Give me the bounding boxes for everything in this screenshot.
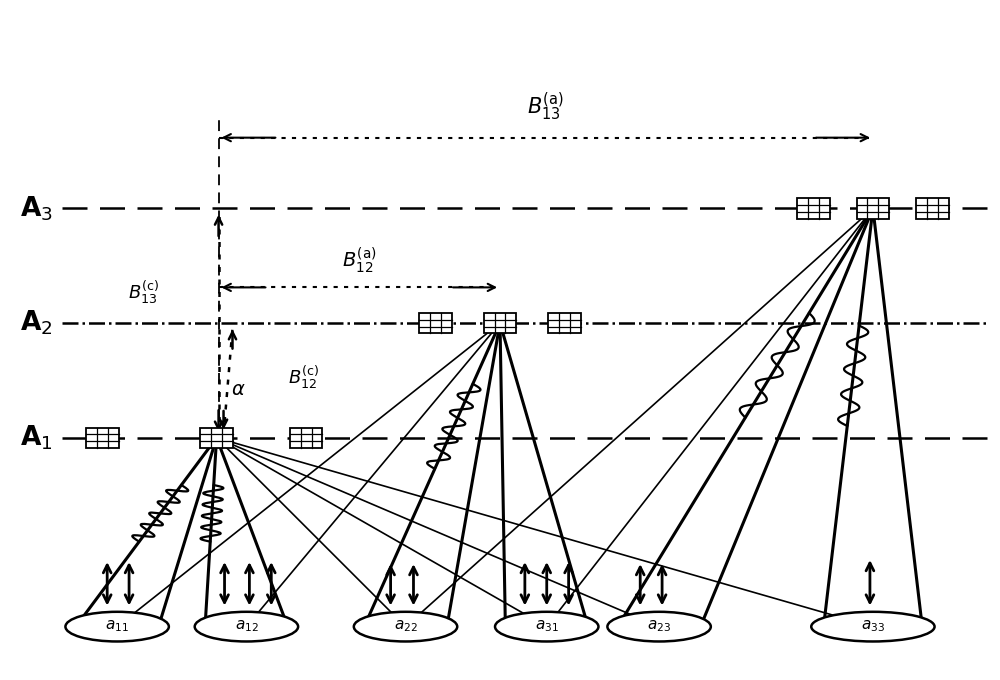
- Text: $B_{12}^{(\rm a)}$: $B_{12}^{(\rm a)}$: [342, 245, 377, 275]
- Text: $a_{12}$: $a_{12}$: [235, 619, 258, 634]
- Bar: [857, 199, 889, 218]
- Bar: [797, 199, 830, 218]
- Text: $\mathbf{A}_3$: $\mathbf{A}_3$: [20, 194, 53, 223]
- Ellipse shape: [195, 612, 298, 641]
- Ellipse shape: [495, 612, 598, 641]
- Text: $a_{23}$: $a_{23}$: [647, 619, 671, 634]
- Bar: [484, 313, 516, 333]
- Ellipse shape: [607, 612, 711, 641]
- Bar: [290, 428, 322, 448]
- Text: $\mathbf{A}_2$: $\mathbf{A}_2$: [20, 309, 53, 337]
- Ellipse shape: [65, 612, 169, 641]
- Text: $a_{31}$: $a_{31}$: [535, 619, 559, 634]
- Bar: [916, 199, 949, 218]
- Text: $a_{11}$: $a_{11}$: [105, 619, 129, 634]
- Ellipse shape: [811, 612, 935, 641]
- Ellipse shape: [354, 612, 457, 641]
- Text: $\mathbf{A}_1$: $\mathbf{A}_1$: [20, 424, 53, 452]
- Text: $B_{13}^{(\rm c)}$: $B_{13}^{(\rm c)}$: [128, 279, 160, 306]
- Bar: [200, 428, 233, 448]
- Text: $B_{13}^{(\rm a)}$: $B_{13}^{(\rm a)}$: [527, 90, 564, 123]
- Bar: [548, 313, 581, 333]
- Bar: [419, 313, 452, 333]
- Text: $a_{22}$: $a_{22}$: [394, 619, 417, 634]
- Text: $B_{12}^{(\rm c)}$: $B_{12}^{(\rm c)}$: [288, 364, 319, 390]
- Text: $\alpha$: $\alpha$: [231, 379, 246, 398]
- Bar: [86, 428, 119, 448]
- Text: $a_{33}$: $a_{33}$: [861, 619, 885, 634]
